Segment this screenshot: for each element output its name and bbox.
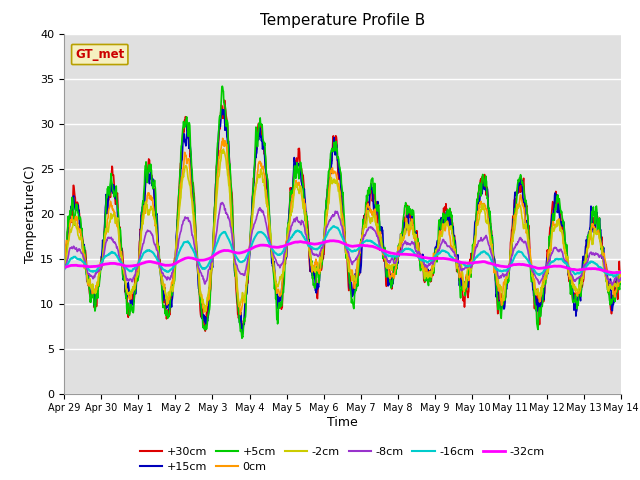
+30cm — [247, 230, 255, 236]
-8cm — [184, 215, 191, 220]
0cm — [170, 267, 178, 273]
+5cm — [429, 271, 437, 276]
+15cm — [502, 286, 510, 291]
+15cm — [184, 129, 191, 134]
-2cm — [170, 276, 178, 282]
-32cm — [611, 270, 618, 276]
-8cm — [502, 273, 509, 278]
0cm — [237, 312, 244, 318]
Line: 0cm: 0cm — [64, 138, 621, 315]
-2cm — [220, 146, 227, 152]
+30cm — [60, 251, 68, 257]
+30cm — [184, 126, 191, 132]
Line: -16cm: -16cm — [64, 226, 621, 277]
-32cm — [170, 261, 178, 267]
-32cm — [184, 255, 191, 261]
Line: -32cm: -32cm — [64, 240, 621, 273]
Line: +15cm: +15cm — [64, 109, 621, 334]
+15cm — [239, 331, 246, 336]
+15cm — [429, 263, 437, 269]
-2cm — [552, 224, 559, 229]
-16cm — [551, 257, 559, 263]
-16cm — [246, 247, 254, 252]
-2cm — [502, 273, 510, 278]
-2cm — [60, 259, 68, 264]
0cm — [60, 265, 68, 271]
-16cm — [170, 263, 178, 268]
+30cm — [429, 270, 437, 276]
X-axis label: Time: Time — [327, 416, 358, 429]
-2cm — [202, 308, 209, 314]
-8cm — [246, 240, 254, 245]
Line: -8cm: -8cm — [64, 203, 621, 285]
-8cm — [551, 244, 559, 250]
-8cm — [429, 260, 437, 265]
+30cm — [170, 258, 178, 264]
-16cm — [60, 267, 68, 273]
Legend: +30cm, +15cm, +5cm, 0cm, -2cm, -8cm, -16cm, -32cm: +30cm, +15cm, +5cm, 0cm, -2cm, -8cm, -16… — [136, 443, 549, 477]
+15cm — [60, 255, 68, 261]
-8cm — [617, 275, 625, 281]
0cm — [219, 135, 227, 141]
+5cm — [170, 279, 178, 285]
+30cm — [221, 97, 228, 103]
-16cm — [617, 268, 625, 274]
-8cm — [218, 200, 226, 205]
-2cm — [429, 263, 437, 269]
+5cm — [184, 129, 191, 134]
-2cm — [247, 233, 255, 239]
-32cm — [246, 246, 254, 252]
-2cm — [184, 174, 191, 180]
-8cm — [170, 262, 178, 268]
-32cm — [502, 264, 509, 270]
-32cm — [60, 265, 68, 271]
-16cm — [330, 223, 337, 229]
+5cm — [552, 206, 559, 212]
-16cm — [184, 239, 191, 244]
Line: +30cm: +30cm — [64, 100, 621, 335]
Y-axis label: Temperature(C): Temperature(C) — [24, 165, 37, 263]
0cm — [184, 156, 191, 162]
+30cm — [617, 271, 625, 277]
+15cm — [247, 227, 255, 232]
-8cm — [609, 282, 616, 288]
Line: -2cm: -2cm — [64, 149, 621, 311]
+5cm — [218, 84, 226, 89]
Text: GT_met: GT_met — [75, 48, 124, 61]
0cm — [429, 251, 437, 256]
-16cm — [610, 274, 618, 280]
+5cm — [238, 336, 246, 341]
-32cm — [429, 255, 437, 261]
-32cm — [330, 238, 337, 243]
+30cm — [502, 282, 510, 288]
-32cm — [551, 263, 559, 269]
+15cm — [218, 107, 226, 112]
-16cm — [429, 257, 437, 263]
0cm — [552, 223, 559, 228]
+30cm — [552, 198, 559, 204]
0cm — [502, 276, 510, 282]
Line: +5cm: +5cm — [64, 86, 621, 338]
-16cm — [502, 267, 509, 273]
+5cm — [247, 220, 255, 226]
Title: Temperature Profile B: Temperature Profile B — [260, 13, 425, 28]
+15cm — [617, 276, 625, 281]
-2cm — [617, 279, 625, 285]
0cm — [247, 230, 255, 236]
0cm — [617, 268, 625, 274]
-32cm — [617, 269, 625, 275]
+15cm — [552, 192, 559, 198]
+5cm — [617, 278, 625, 284]
+5cm — [502, 281, 510, 287]
-8cm — [60, 265, 68, 271]
+15cm — [170, 265, 178, 271]
+30cm — [238, 332, 246, 337]
+5cm — [60, 266, 68, 272]
